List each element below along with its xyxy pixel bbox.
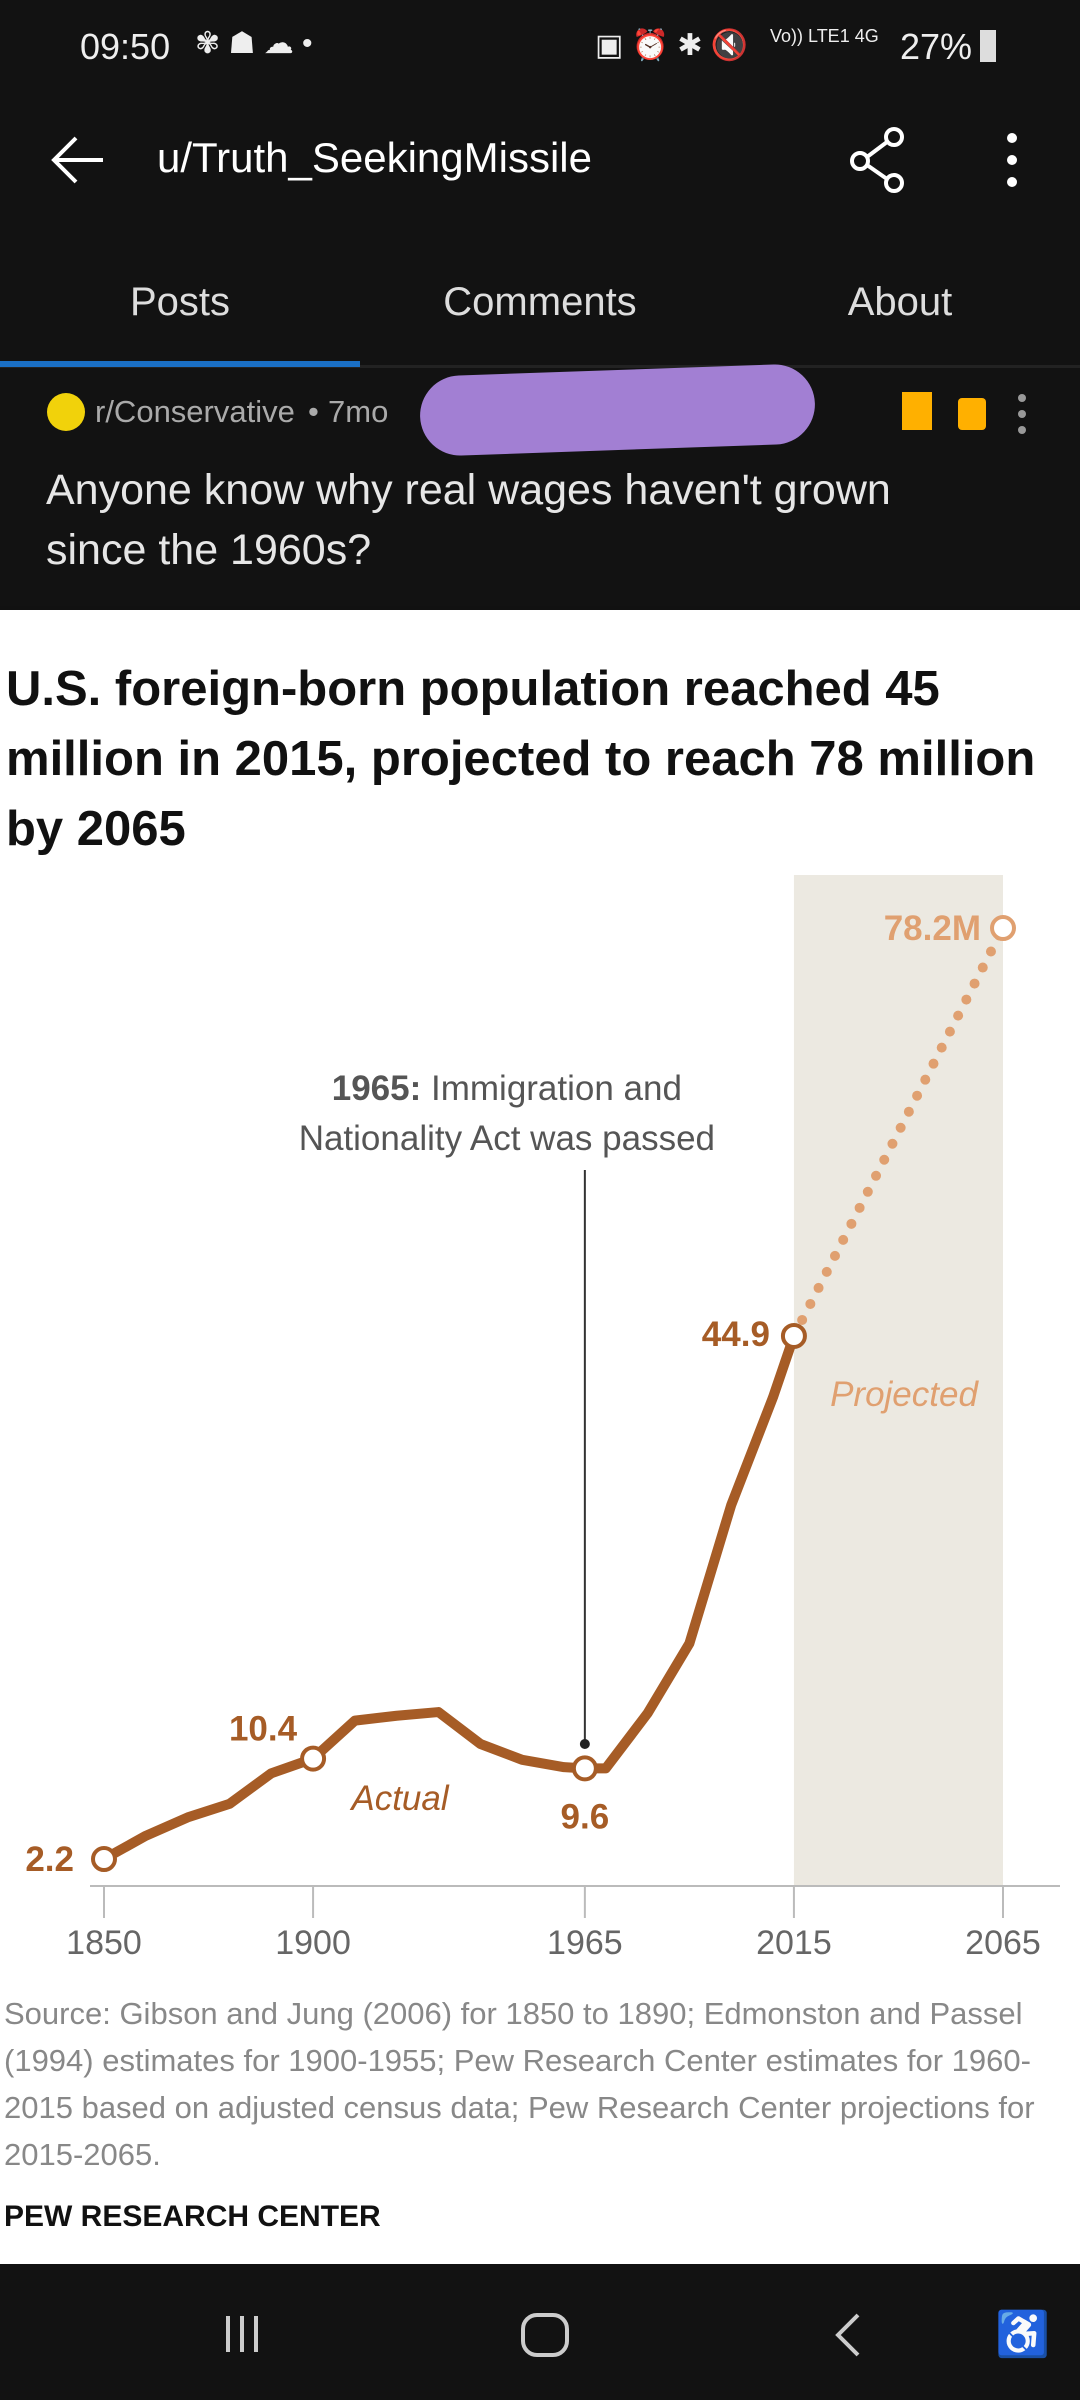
battery-level: 27% — [900, 26, 973, 67]
x-tick-label: 2015 — [756, 1924, 832, 1962]
data-point-marker — [300, 1745, 327, 1772]
redaction-scribble — [418, 363, 817, 457]
subreddit-link[interactable]: r/Conservative — [95, 394, 295, 429]
annotation-line1: 1965: Immigration and — [332, 1069, 682, 1108]
annotation-year: 1965: — [332, 1069, 422, 1108]
post-title[interactable]: Anyone know why real wages haven't grown… — [46, 466, 891, 574]
archived-icon — [902, 392, 932, 430]
data-point-marker — [571, 1755, 598, 1782]
share-icon[interactable] — [848, 125, 908, 195]
chart-title: U.S. foreign-born population reached 45 … — [6, 662, 1036, 856]
data-point-marker — [780, 1322, 807, 1349]
x-tick-label: 1850 — [66, 1924, 142, 1962]
app-header: u/Truth_SeekingMissile — [0, 100, 1080, 250]
back-arrow-icon[interactable] — [48, 130, 108, 190]
series-label-projected: Projected — [830, 1375, 979, 1414]
data-label: 78.2M — [884, 909, 981, 948]
post-options-icon[interactable] — [1012, 392, 1032, 436]
battery-icon — [980, 30, 996, 62]
accessibility-icon[interactable]: ♿ — [995, 2310, 1050, 2359]
network-indicator: Vo)) LTE1 4G — [770, 26, 879, 46]
post-card[interactable]: r/Conservative • 7mo Anyone know why rea… — [0, 363, 1080, 605]
data-point-marker — [91, 1846, 117, 1873]
tab-about[interactable]: About — [847, 280, 953, 324]
data-label: 9.6 — [561, 1797, 610, 1836]
tab-comments[interactable]: Comments — [443, 280, 637, 324]
projected-region — [793, 875, 1003, 1886]
x-tick-label: 1900 — [275, 1924, 351, 1962]
more-options-icon[interactable] — [1000, 130, 1024, 190]
x-tick-label: 2065 — [965, 1924, 1041, 1962]
annotation-dot — [579, 1739, 590, 1749]
back-icon[interactable] — [832, 2312, 862, 2358]
profile-title: u/Truth_SeekingMissile — [157, 134, 592, 181]
data-point-marker — [990, 915, 1016, 942]
chart-source: Source: Gibson and Jung (2006) for 1850 … — [4, 1996, 1035, 2172]
annotation-text: Immigration and — [421, 1069, 682, 1108]
data-label: 2.2 — [25, 1840, 74, 1879]
post-image-chart: U.S. foreign-born population reached 45 … — [0, 606, 1080, 2264]
series-projected-line — [788, 923, 1008, 1341]
notification-icons: ✾ ☗ ☁ • — [195, 27, 313, 60]
status-bar: 09:50 ✾ ☗ ☁ • ▣ ⏰ ✱ 🔇 Vo)) LTE1 4G 27% — [0, 0, 1080, 100]
subreddit-icon — [47, 393, 85, 431]
data-label: 44.9 — [702, 1315, 770, 1354]
data-label: 10.4 — [229, 1710, 298, 1749]
tab-posts[interactable]: Posts — [129, 280, 231, 324]
home-icon[interactable] — [520, 2312, 570, 2358]
separator-dot: • — [308, 394, 319, 429]
x-tick-label: 1965 — [547, 1924, 623, 1962]
active-tab-indicator — [0, 361, 360, 367]
annotation-line2: Nationality Act was passed — [299, 1119, 715, 1158]
system-icons: ▣ ⏰ ✱ 🔇 — [595, 29, 749, 62]
clock: 09:50 — [80, 26, 171, 67]
lock-icon — [958, 398, 986, 430]
recent-apps-icon[interactable] — [222, 2314, 262, 2354]
chart-credit: PEW RESEARCH CENTER — [4, 2200, 381, 2233]
series-label-actual: Actual — [349, 1779, 449, 1818]
android-nav-bar: ♿ — [0, 2264, 1080, 2400]
series-actual-line — [101, 1334, 799, 1864]
line-chart: 1850 1900 1965 2015 2065 1965: Immigration an… — [25, 875, 1060, 1962]
post-age: 7mo — [328, 394, 389, 429]
profile-tabs: Posts Comments About — [0, 250, 1080, 368]
